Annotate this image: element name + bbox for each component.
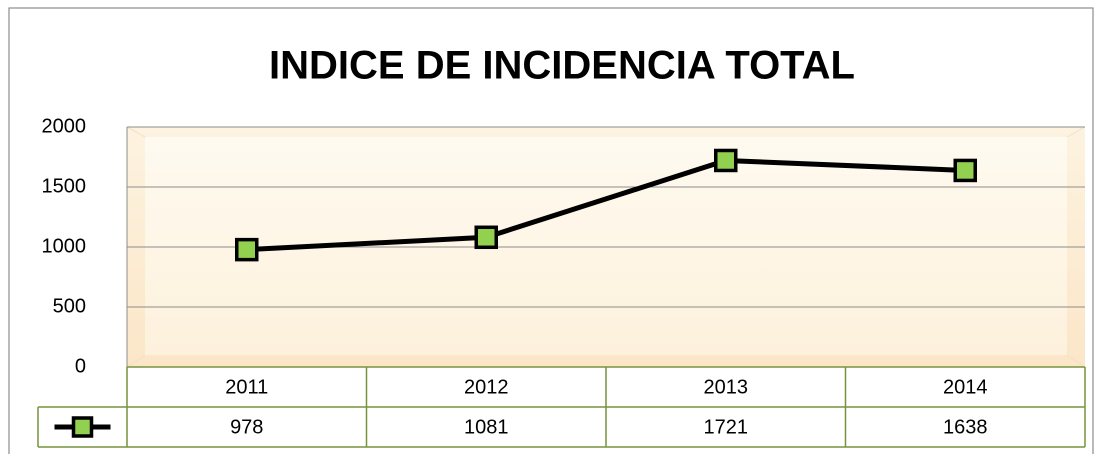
data-marker [235, 237, 259, 262]
data-table-value: 978 [230, 416, 263, 438]
legend-key-marker [71, 416, 94, 438]
x-tick-label: 2013 [704, 376, 749, 398]
data-table-grid [37, 366, 1086, 448]
data-table-value: 1081 [464, 416, 509, 438]
y-tick-label: 1500 [42, 175, 87, 197]
x-tick-label: 2011 [225, 376, 268, 398]
y-tick-label: 2000 [42, 115, 87, 137]
data-line [246, 157, 966, 253]
y-tick-label: 0 [75, 355, 86, 377]
data-marker [714, 148, 738, 173]
y-tick-label: 1000 [42, 235, 87, 257]
data-table-value: 1638 [943, 416, 988, 438]
data-marker [953, 158, 977, 183]
data-marker [474, 225, 498, 250]
y-tick-label: 500 [53, 295, 86, 317]
bevel-edges [126, 126, 1086, 368]
data-table-value: 1721 [704, 416, 749, 438]
chart-title: INDICE DE INCIDENCIA TOTAL [269, 44, 855, 88]
x-tick-label: 2012 [464, 376, 509, 398]
x-tick-label: 2014 [943, 376, 988, 398]
